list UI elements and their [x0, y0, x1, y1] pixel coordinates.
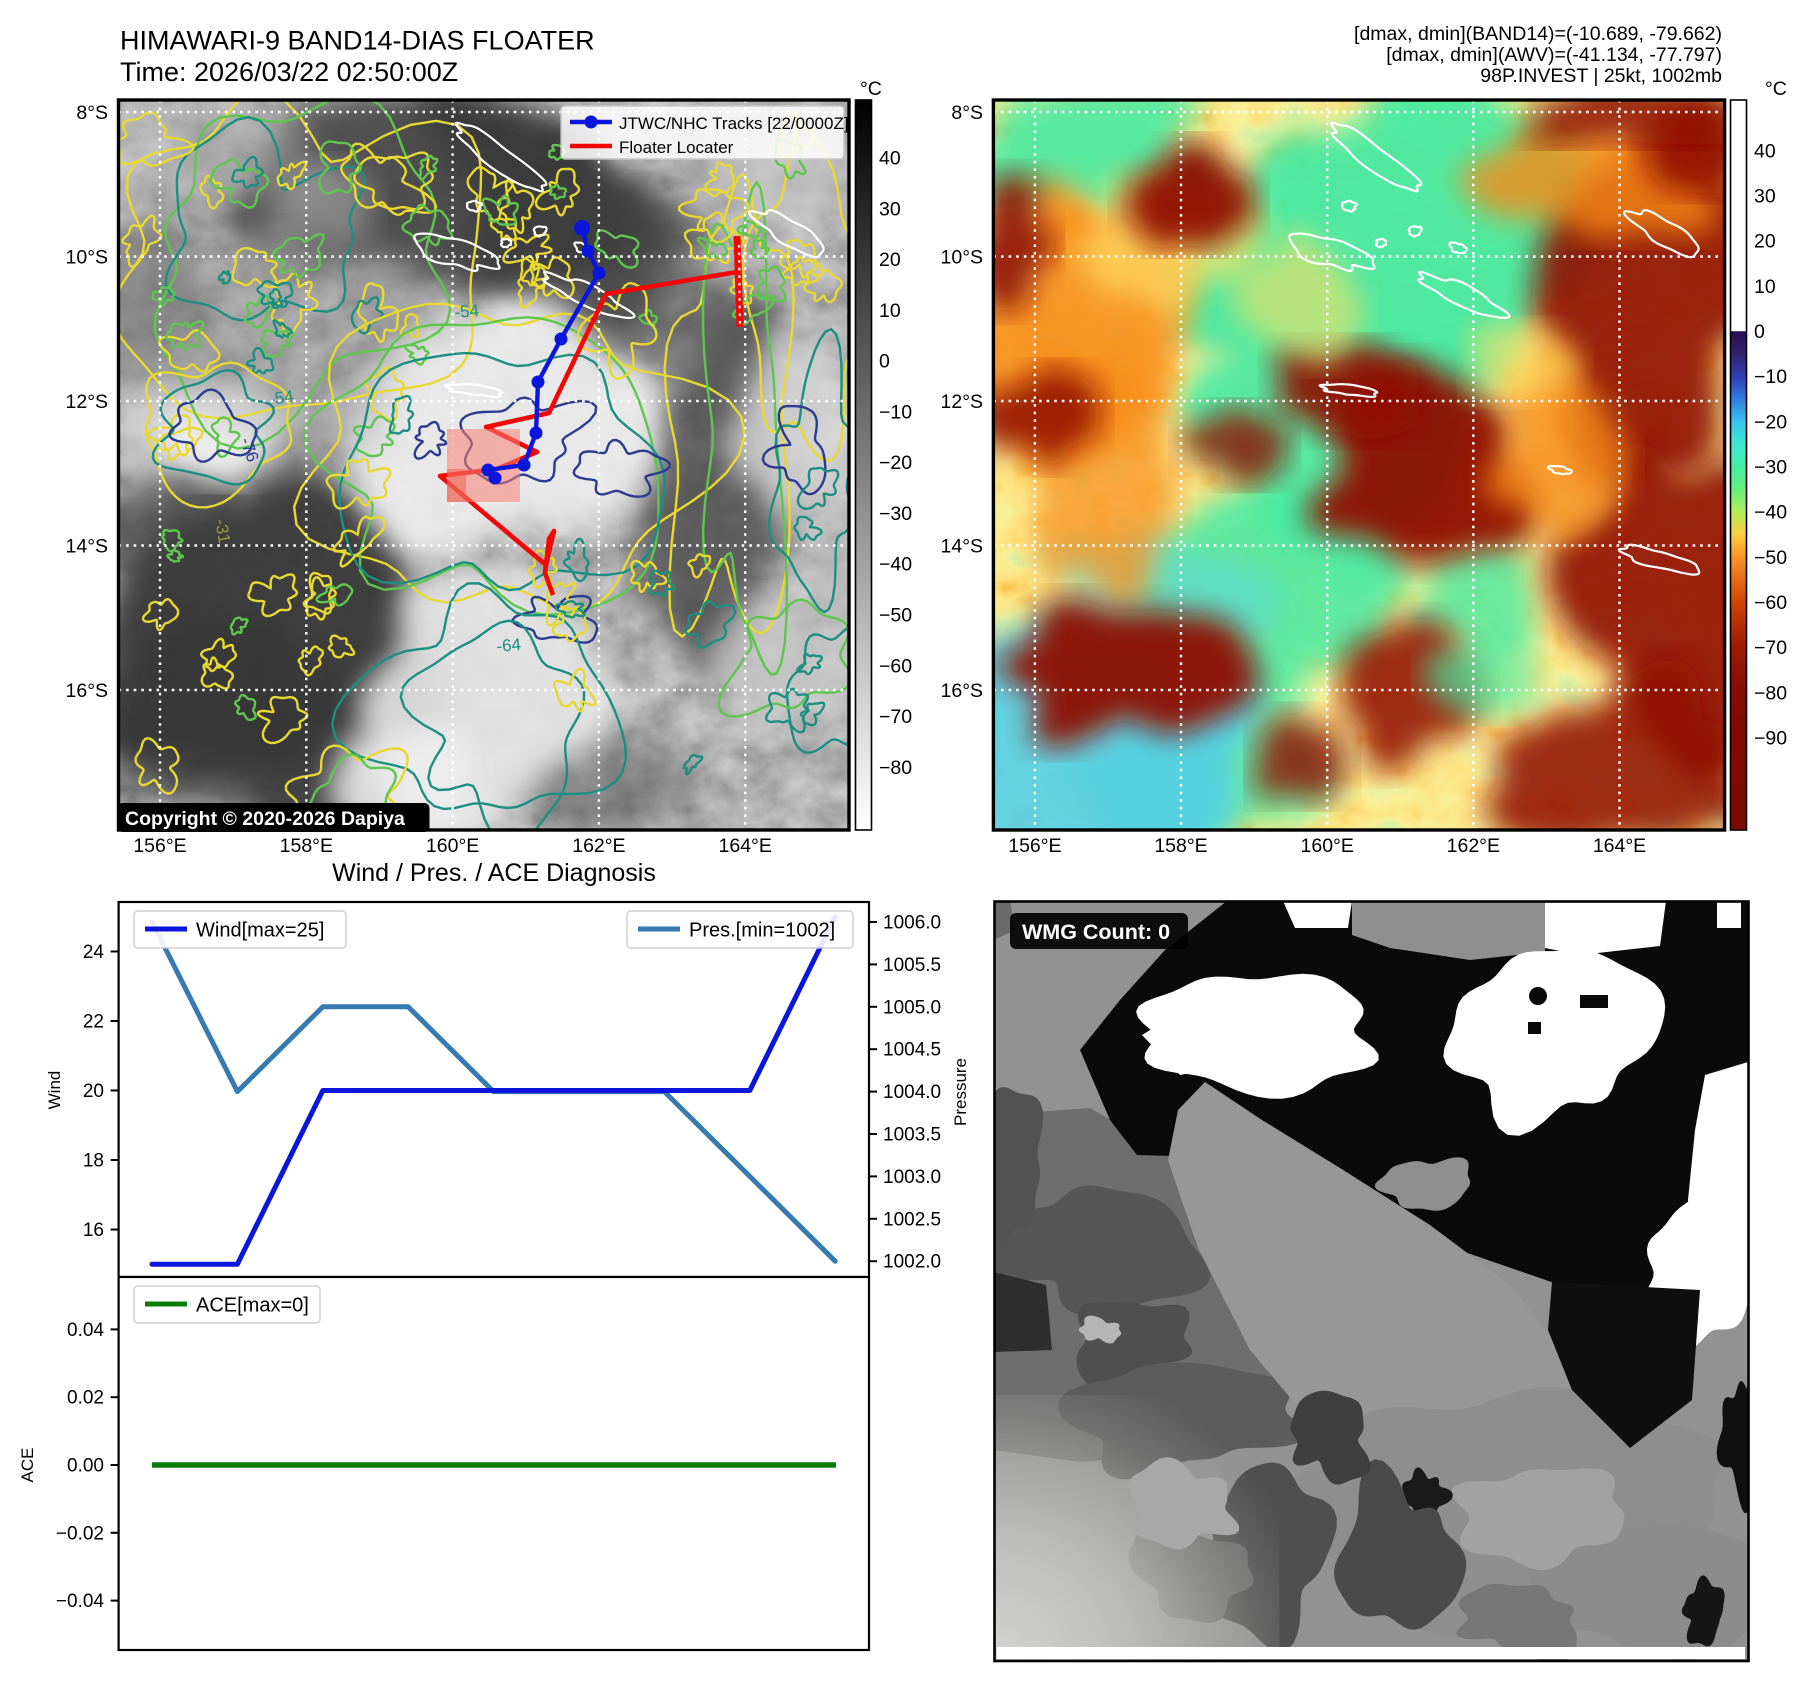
- svg-text:-54: -54: [454, 301, 480, 322]
- svg-text:16°S: 16°S: [66, 680, 109, 702]
- svg-text:98P.INVEST | 25kt, 1002mb: 98P.INVEST | 25kt, 1002mb: [1480, 65, 1722, 87]
- svg-text:0.04: 0.04: [67, 1320, 104, 1341]
- svg-text:1006.0: 1006.0: [883, 913, 941, 934]
- svg-text:JTWC/NHC Tracks [22/0000Z]: JTWC/NHC Tracks [22/0000Z]: [619, 114, 849, 133]
- svg-text:1003.0: 1003.0: [883, 1167, 941, 1188]
- svg-text:20: 20: [1754, 231, 1776, 253]
- svg-text:ACE: ACE: [18, 1448, 37, 1483]
- svg-text:1002.0: 1002.0: [883, 1252, 941, 1273]
- svg-text:24: 24: [83, 942, 105, 963]
- svg-text:-54: -54: [268, 387, 295, 409]
- svg-text:-31: -31: [211, 517, 234, 545]
- svg-text:156°E: 156°E: [1008, 835, 1061, 857]
- svg-text:Copyright © 2020-2026 Dapiya: Copyright © 2020-2026 Dapiya: [125, 808, 405, 830]
- svg-text:°C: °C: [1765, 78, 1787, 100]
- svg-text:156°E: 156°E: [133, 835, 186, 857]
- svg-text:158°E: 158°E: [1154, 835, 1207, 857]
- svg-text:1005.5: 1005.5: [883, 955, 941, 976]
- svg-text:158°E: 158°E: [280, 835, 333, 857]
- svg-text:10: 10: [1754, 276, 1776, 298]
- svg-text:0.00: 0.00: [67, 1456, 104, 1477]
- svg-text:160°E: 160°E: [1301, 835, 1354, 857]
- svg-text:−0.02: −0.02: [56, 1523, 104, 1544]
- svg-text:40: 40: [1754, 140, 1776, 162]
- svg-text:−80: −80: [1754, 682, 1787, 704]
- svg-text:−50: −50: [879, 605, 912, 627]
- svg-text:1004.0: 1004.0: [883, 1082, 941, 1103]
- svg-text:WMG Count: 0: WMG Count: 0: [1022, 920, 1170, 944]
- svg-text:10°S: 10°S: [941, 247, 984, 269]
- svg-text:16: 16: [83, 1220, 104, 1241]
- svg-text:12°S: 12°S: [941, 391, 984, 413]
- svg-text:0.02: 0.02: [67, 1388, 104, 1409]
- svg-text:−90: −90: [1754, 727, 1787, 749]
- svg-text:Wind[max=25]: Wind[max=25]: [196, 920, 324, 942]
- svg-text:−30: −30: [879, 503, 912, 525]
- svg-text:14°S: 14°S: [66, 536, 109, 558]
- svg-text:−40: −40: [1754, 502, 1787, 524]
- svg-text:−60: −60: [879, 655, 912, 677]
- svg-text:0: 0: [1754, 321, 1765, 343]
- svg-text:[dmax, dmin](BAND14)=(-10.689,: [dmax, dmin](BAND14)=(-10.689, -79.662): [1354, 23, 1722, 45]
- svg-text:22: 22: [83, 1012, 104, 1033]
- svg-text:−10: −10: [879, 401, 912, 423]
- svg-text:°C: °C: [860, 78, 882, 100]
- svg-text:-64: -64: [496, 635, 522, 656]
- svg-text:Time: 2026/03/22 02:50:00Z: Time: 2026/03/22 02:50:00Z: [120, 57, 458, 87]
- svg-text:16°S: 16°S: [941, 680, 984, 702]
- svg-text:162°E: 162°E: [1447, 835, 1500, 857]
- svg-text:Pres.[min=1002]: Pres.[min=1002]: [689, 920, 835, 942]
- svg-text:−70: −70: [1754, 637, 1787, 659]
- svg-text:−40: −40: [879, 554, 912, 576]
- svg-text:1005.0: 1005.0: [883, 997, 941, 1018]
- svg-text:1003.5: 1003.5: [883, 1125, 941, 1146]
- svg-text:30: 30: [1754, 186, 1776, 208]
- svg-text:[dmax, dmin](AWV)=(-41.134, -7: [dmax, dmin](AWV)=(-41.134, -77.797): [1386, 44, 1722, 66]
- svg-text:−60: −60: [1754, 592, 1787, 614]
- svg-text:40: 40: [879, 148, 901, 170]
- svg-text:10: 10: [879, 300, 901, 322]
- svg-text:10°S: 10°S: [66, 247, 109, 269]
- svg-text:12°S: 12°S: [66, 391, 109, 413]
- svg-text:−80: −80: [879, 757, 912, 779]
- svg-text:HIMAWARI-9 BAND14-DIAS FLOATER: HIMAWARI-9 BAND14-DIAS FLOATER: [120, 26, 595, 56]
- svg-text:20: 20: [83, 1081, 104, 1102]
- svg-text:−20: −20: [879, 452, 912, 474]
- svg-text:Wind: Wind: [45, 1071, 64, 1110]
- svg-text:−10: −10: [1754, 366, 1787, 388]
- svg-text:30: 30: [879, 198, 901, 220]
- svg-text:164°E: 164°E: [719, 835, 772, 857]
- svg-text:Wind / Pres. / ACE Diagnosis: Wind / Pres. / ACE Diagnosis: [332, 859, 656, 887]
- svg-text:162°E: 162°E: [572, 835, 625, 857]
- svg-text:20: 20: [879, 249, 901, 271]
- svg-text:8°S: 8°S: [76, 102, 108, 124]
- svg-text:ACE[max=0]: ACE[max=0]: [196, 1295, 309, 1317]
- svg-text:−30: −30: [1754, 457, 1787, 479]
- svg-text:8°S: 8°S: [951, 102, 983, 124]
- svg-text:0: 0: [879, 351, 890, 373]
- svg-text:−50: −50: [1754, 547, 1787, 569]
- svg-text:Pressure: Pressure: [951, 1058, 970, 1126]
- svg-text:−20: −20: [1754, 411, 1787, 433]
- svg-text:160°E: 160°E: [426, 835, 479, 857]
- svg-text:14°S: 14°S: [941, 536, 984, 558]
- svg-text:1004.5: 1004.5: [883, 1040, 941, 1061]
- svg-text:1002.5: 1002.5: [883, 1209, 941, 1230]
- svg-text:−0.04: −0.04: [56, 1591, 105, 1612]
- svg-text:164°E: 164°E: [1593, 835, 1646, 857]
- svg-text:Floater Locater: Floater Locater: [619, 138, 734, 157]
- svg-text:18: 18: [83, 1151, 104, 1172]
- svg-text:−70: −70: [879, 706, 912, 728]
